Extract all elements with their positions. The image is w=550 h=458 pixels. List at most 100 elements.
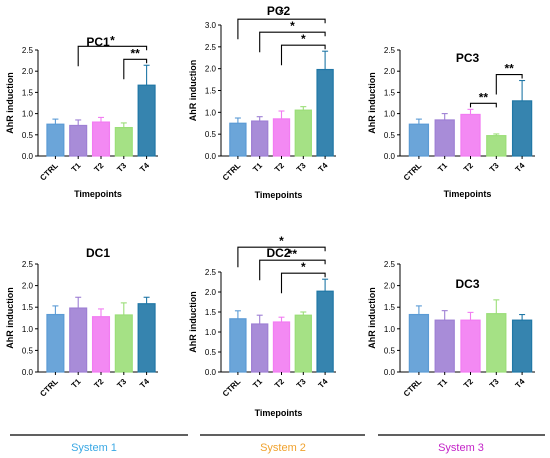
x-tick-label-t2: T2 — [273, 161, 286, 174]
significance-bracket — [280, 272, 326, 294]
significance-label: ** — [479, 90, 489, 104]
x-tick-label-t1: T1 — [70, 161, 83, 174]
y-tick-label: 2.0 — [384, 67, 396, 76]
y-tick-label: 1.5 — [22, 303, 34, 312]
x-tick-label-t2: T2 — [92, 161, 105, 174]
y-tick-label: 1.5 — [384, 303, 396, 312]
x-tick-label-t1: T1 — [436, 161, 449, 174]
bar-t2 — [460, 113, 481, 157]
x-tick-label-ctrl: CTRL — [38, 377, 60, 399]
significance-label: ** — [131, 46, 141, 60]
bar-ctrl — [229, 122, 247, 157]
x-tick-label-t3: T3 — [115, 377, 128, 390]
x-tick-label-t4: T4 — [317, 377, 330, 390]
significance-bracket — [259, 259, 326, 281]
y-tick-label: 1.0 — [384, 110, 396, 119]
bar-t2 — [272, 118, 291, 157]
significance-label: * — [279, 6, 284, 20]
bar-t4 — [137, 303, 156, 373]
bar-t4 — [511, 100, 533, 157]
y-tick-label: 0.0 — [205, 152, 217, 161]
significance-bracket — [469, 102, 497, 108]
y-axis-label: AhR induction — [5, 72, 15, 134]
system-2-label: System 2 — [260, 442, 306, 454]
chart-title: PC2 — [267, 4, 291, 18]
bar-t2 — [91, 316, 111, 373]
chart-dc1: DC1 0.0 0.5 1.0 1.5 2.0 2.5 AhR induction CTRL T1… — [5, 246, 158, 398]
x-tick-label-t2: T2 — [92, 377, 105, 390]
y-tick-label: 2.0 — [205, 65, 217, 74]
y-tick-label: 1.0 — [22, 110, 34, 119]
chart-dc2: DC2 0.0 0.5 1.0 1.5 2.0 2.5 AhR induction CTRL T1… — [188, 234, 336, 418]
x-axis-label: Timepoints — [255, 408, 303, 418]
y-axis-label: AhR induction — [367, 287, 377, 349]
significance-label: * — [301, 260, 306, 274]
y-axis-label: AhR induction — [5, 287, 15, 349]
y-tick-label: 2.5 — [22, 46, 34, 55]
bar-t1 — [251, 323, 269, 373]
significance-bracket — [123, 58, 148, 80]
bar-ctrl — [229, 318, 247, 373]
y-tick-label: 0.5 — [22, 346, 34, 355]
bar-t3 — [294, 314, 312, 373]
y-tick-label: 2.5 — [384, 260, 396, 269]
bar-t1 — [434, 119, 455, 157]
x-tick-label-t3: T3 — [295, 161, 308, 174]
x-tick-label-t3: T3 — [488, 161, 501, 174]
bar-t4 — [137, 84, 156, 157]
significance-bracket — [77, 45, 148, 67]
x-tick-label-t3: T3 — [295, 377, 308, 390]
y-tick-label: 0.5 — [205, 130, 217, 139]
x-tick-label-t4: T4 — [317, 161, 330, 174]
y-tick-label: 2.0 — [384, 282, 396, 291]
significance-label: * — [110, 33, 115, 47]
chart-pc3: PC3 0.0 0.5 1.0 1.5 2.0 2.5 AhR induction CTRL T1… — [367, 46, 535, 199]
x-tick-label-t3: T3 — [488, 377, 501, 390]
bar-t1 — [251, 120, 269, 157]
x-axis-label: Timepoints — [444, 189, 492, 199]
y-tick-label: 1.5 — [384, 88, 396, 97]
significance-label: * — [301, 32, 306, 46]
x-tick-label-t1: T1 — [251, 377, 264, 390]
y-axis-label: AhR induction — [367, 72, 377, 134]
x-tick-label-t4: T4 — [138, 161, 151, 174]
bar-t2 — [91, 121, 111, 157]
bar-t3 — [294, 109, 312, 157]
y-tick-label: 2.5 — [384, 46, 396, 55]
y-tick-label: 0.5 — [205, 348, 217, 357]
bar-t3 — [114, 314, 133, 373]
y-tick-label: 2.5 — [205, 43, 217, 52]
x-tick-label-ctrl: CTRL — [402, 161, 424, 183]
charts-layer: PC1 0.0 0.5 1.0 1.5 2.0 2.5 AhR induction CTRL T1… — [5, 4, 535, 418]
y-tick-label: 2.5 — [205, 268, 217, 277]
x-tick-label-ctrl: CTRL — [38, 161, 60, 183]
y-tick-label: 1.5 — [22, 88, 34, 97]
significance-bracket — [237, 246, 326, 268]
y-axis-label: AhR induction — [188, 60, 198, 122]
y-tick-label: 1.0 — [205, 328, 217, 337]
bar-ctrl — [46, 313, 65, 373]
system-1-label: System 1 — [71, 442, 117, 454]
chart-dc3: DC3 0.0 0.5 1.0 1.5 2.0 2.5 AhR induction CTRL T1… — [367, 260, 535, 398]
bar-t4 — [316, 290, 334, 373]
significance-bracket — [280, 44, 326, 66]
x-tick-label-t4: T4 — [138, 377, 151, 390]
bar-ctrl — [408, 313, 430, 373]
significance-label: * — [279, 234, 284, 248]
y-tick-label: 2.0 — [22, 282, 34, 291]
x-tick-label-t2: T2 — [462, 161, 475, 174]
bar-ctrl — [46, 123, 65, 157]
y-axis-label: AhR induction — [188, 291, 198, 353]
bar-t3 — [486, 313, 507, 373]
y-tick-label: 1.0 — [22, 325, 34, 334]
x-axis-label: Timepoints — [74, 189, 122, 199]
y-tick-label: 0.0 — [22, 152, 34, 161]
bar-t3 — [486, 135, 507, 157]
x-tick-label-t4: T4 — [514, 161, 527, 174]
y-tick-label: 2.5 — [22, 260, 34, 269]
significance-bracket — [259, 31, 326, 53]
bar-t2 — [272, 321, 291, 373]
system-3-label: System 3 — [438, 442, 484, 454]
y-tick-label: 0.0 — [205, 368, 217, 377]
